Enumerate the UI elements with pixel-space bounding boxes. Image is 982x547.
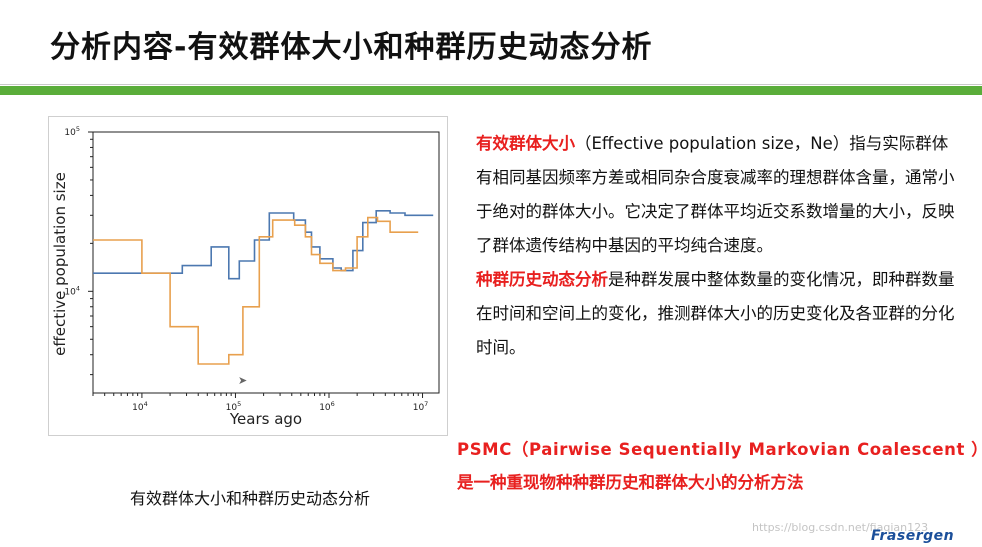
chart-frame bbox=[48, 116, 448, 436]
watermark-url: https://blog.csdn.net/fiaqian123 bbox=[752, 521, 929, 534]
series-orange-line bbox=[93, 216, 419, 365]
slide-title: 分析内容-有效群体大小和种群历史动态分析 bbox=[50, 30, 653, 65]
chart-caption: 有效群体大小和种群历史动态分析 bbox=[129, 489, 370, 508]
x-tick-label: 106 bbox=[319, 400, 335, 413]
y-tick-label: 105 bbox=[64, 125, 80, 138]
x-tick-label: 104 bbox=[132, 400, 148, 413]
accent-bar bbox=[0, 86, 982, 95]
term-effective-population-size: 有效群体大小 bbox=[476, 134, 575, 153]
psmc-definition: 是一种重现物种种群历史和群体大小的分析方法 bbox=[457, 473, 804, 492]
term-population-history: 种群历史动态分析 bbox=[476, 270, 608, 289]
psmc-title: PSMC（Pairwise Sequentially Markovian Coa… bbox=[457, 440, 982, 459]
y-axis-label: effective population size bbox=[51, 172, 69, 356]
company-logo: Frasergen bbox=[871, 528, 955, 544]
paragraph-effective-population-size: （Effective population size，Ne）指与实际群体有相同基… bbox=[476, 134, 955, 255]
title-divider bbox=[0, 84, 982, 85]
psmc-block: PSMC（Pairwise Sequentially Markovian Coa… bbox=[457, 433, 982, 499]
series-group bbox=[93, 210, 434, 365]
x-tick-label: 107 bbox=[413, 400, 429, 413]
x-axis-label: Years ago bbox=[229, 410, 302, 428]
plot-area bbox=[92, 131, 440, 394]
paragraph-population-history: 是种群发展中整体数量的变化情况，即种群数量在时间和空间上的变化，推测群体大小的历… bbox=[476, 270, 955, 357]
description-block: 有效群体大小（Effective population size，Ne）指与实际… bbox=[476, 127, 962, 365]
mouse-cursor-icon: ➤ bbox=[238, 374, 248, 387]
